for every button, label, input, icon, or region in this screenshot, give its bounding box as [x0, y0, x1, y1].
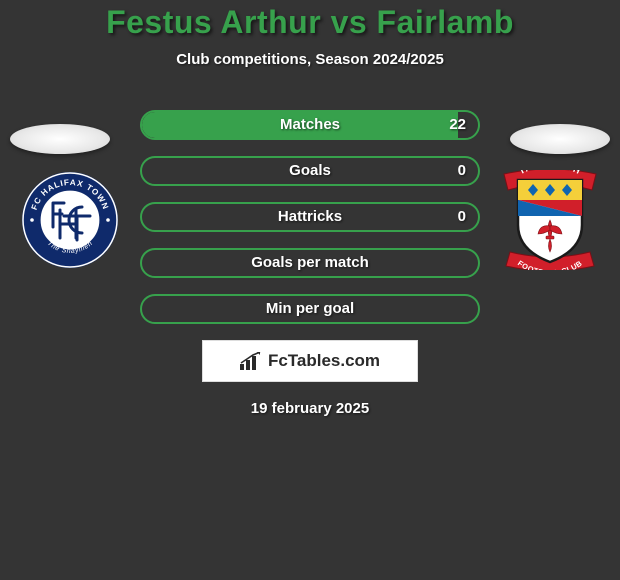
club-crest-right: TAMWORTH FOOTBALL CLUB	[500, 170, 600, 270]
club-crest-left: FC HALIFAX TOWN The Shaymen	[20, 170, 120, 270]
stats-panel: Matches 22 Goals 0 Hattricks 0 Goals per…	[140, 110, 480, 324]
bars-icon	[240, 352, 262, 370]
stat-row-min-per-goal: Min per goal	[140, 294, 480, 324]
page-title: Festus Arthur vs Fairlamb	[0, 4, 620, 41]
stat-value: 22	[449, 112, 466, 138]
stat-label: Min per goal	[142, 296, 478, 322]
stat-value: 0	[458, 204, 466, 230]
player-avatar-right	[510, 124, 610, 154]
stat-row-goals-per-match: Goals per match	[140, 248, 480, 278]
stat-value: 0	[458, 158, 466, 184]
subtitle: Club competitions, Season 2024/2025	[0, 51, 620, 68]
stat-label: Matches	[142, 112, 478, 138]
branding-text: FcTables.com	[268, 351, 380, 371]
stat-label: Hattricks	[142, 204, 478, 230]
stat-row-matches: Matches 22	[140, 110, 480, 140]
comparison-card: Festus Arthur vs Fairlamb Club competiti…	[0, 0, 620, 580]
stat-row-hattricks: Hattricks 0	[140, 202, 480, 232]
player-avatar-left	[10, 124, 110, 154]
branding-badge: FcTables.com	[202, 340, 418, 382]
stat-label: Goals per match	[142, 250, 478, 276]
stat-row-goals: Goals 0	[140, 156, 480, 186]
stat-label: Goals	[142, 158, 478, 184]
date-label: 19 february 2025	[0, 400, 620, 417]
